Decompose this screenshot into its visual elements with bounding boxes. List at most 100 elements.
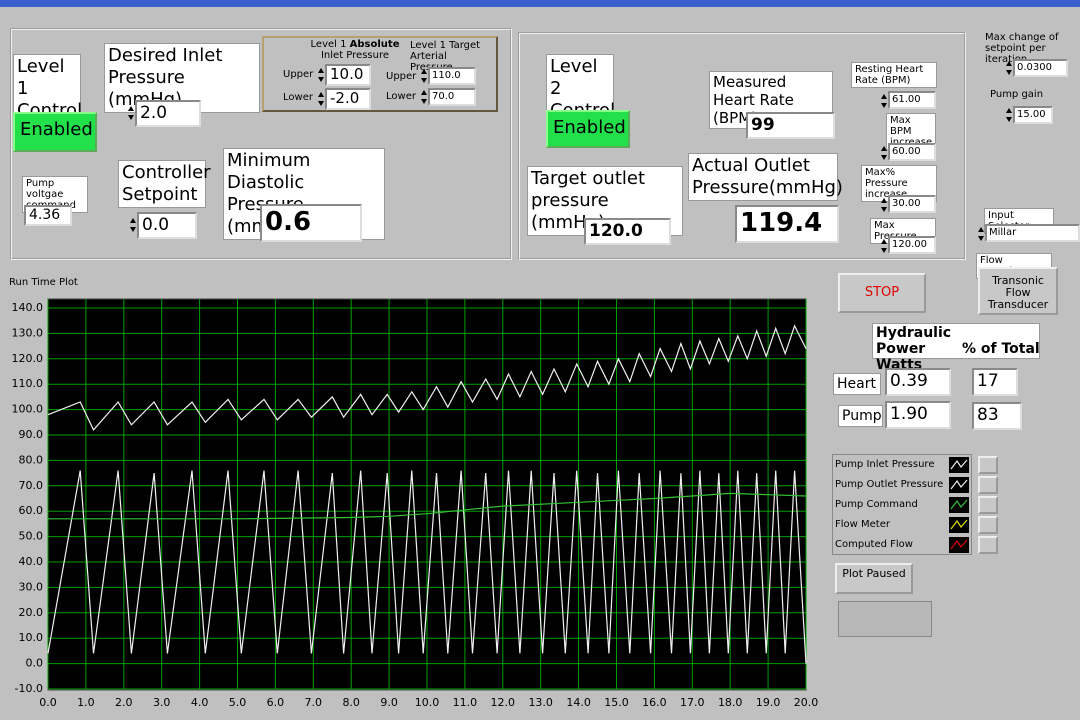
- x-tick-label: 20.0: [794, 696, 819, 709]
- x-tick-label: 14.0: [566, 696, 591, 709]
- y-tick-label: 140.0: [12, 301, 44, 314]
- input-selector-value[interactable]: Millar: [985, 224, 1080, 242]
- x-tick-label: 4.0: [191, 696, 209, 709]
- target-upper-label: Upper: [386, 71, 417, 82]
- legend-entry: Pump Outlet Pressure: [835, 475, 971, 495]
- y-tick-label: 50.0: [19, 530, 44, 543]
- legend-swatch: [949, 497, 969, 513]
- spin: [318, 66, 324, 84]
- pump-watts: 1.90: [885, 401, 951, 429]
- spin: [421, 88, 427, 106]
- series-line: [47, 324, 807, 431]
- desired-inlet-value[interactable]: 2.0: [135, 100, 201, 127]
- legend-entry: Flow Meter: [835, 515, 971, 535]
- max-pct-value[interactable]: 30.00: [888, 195, 936, 213]
- target-lower[interactable]: 70.0: [428, 88, 476, 106]
- y-tick-label: 120.0: [12, 352, 44, 365]
- spin: [318, 90, 324, 108]
- x-tick-label: 13.0: [528, 696, 553, 709]
- absolute-upper[interactable]: 10.0: [325, 64, 371, 86]
- spin: [1006, 59, 1012, 77]
- x-tick-label: 6.0: [267, 696, 285, 709]
- plot-toggle[interactable]: [978, 476, 998, 494]
- legend-swatch: [949, 537, 969, 553]
- resting-hr-value[interactable]: 61.00: [888, 91, 936, 109]
- plot-button[interactable]: Plot Paused: [835, 563, 913, 594]
- x-tick-label: 7.0: [305, 696, 323, 709]
- max-change-value[interactable]: 0.0300: [1013, 59, 1068, 77]
- min-diastolic-value: 0.6: [260, 204, 362, 242]
- absolute-title-b: Absolute: [349, 39, 400, 50]
- y-tick-label: 0.0: [26, 657, 44, 670]
- y-tick-label: 90.0: [19, 428, 44, 441]
- absolute-title-c: Inlet Pressure: [320, 50, 390, 61]
- series-line: [47, 470, 807, 664]
- legend-entry: Pump Command: [835, 495, 971, 515]
- heart-watts: 0.39: [885, 368, 951, 396]
- pump-gain-value[interactable]: 15.00: [1013, 106, 1053, 124]
- panel: [518, 32, 966, 260]
- spin: [421, 67, 427, 85]
- legend-swatch: [949, 477, 969, 493]
- max-bpm-value[interactable]: 60.00: [888, 143, 936, 161]
- setpoint-label: Controller Setpoint: [118, 160, 211, 208]
- x-tick-label: 10.0: [415, 696, 440, 709]
- series-line: [48, 492, 807, 520]
- div: [262, 36, 498, 112]
- x-tick-label: 8.0: [342, 696, 360, 709]
- stop[interactable]: STOP: [838, 273, 926, 313]
- absolute-lower[interactable]: -2.0: [325, 88, 371, 110]
- absolute-upper-label: Upper: [283, 69, 314, 80]
- plot-toggle[interactable]: [978, 496, 998, 514]
- panel: [10, 28, 512, 260]
- y-tick-label: 40.0: [19, 555, 44, 568]
- heart-label: Heart: [833, 373, 881, 395]
- plot-toggle[interactable]: [978, 516, 998, 534]
- target-lower-label: Lower: [386, 91, 416, 102]
- target-outlet-value: 120.0: [584, 218, 671, 245]
- pump-gain-label: Pump gain: [990, 89, 1044, 100]
- plot-toggle[interactable]: [978, 456, 998, 474]
- spin: [130, 216, 136, 234]
- max-pressure-value[interactable]: 120.00: [888, 236, 936, 254]
- y-tick-label: 130.0: [12, 326, 44, 339]
- setpoint-value[interactable]: 0.0: [137, 212, 197, 239]
- legend-entry: Pump Inlet Pressure: [835, 455, 971, 475]
- pct-title: % of Total: [962, 341, 1040, 357]
- enabled[interactable]: Enabled: [13, 112, 97, 152]
- x-tick-label: 11.0: [453, 696, 478, 709]
- x-tick-label: 16.0: [642, 696, 667, 709]
- max-change-label: Max change of setpoint per iteration: [985, 32, 1059, 65]
- legend-swatch: [949, 517, 969, 533]
- power-title: Hydraulic Power Watts: [872, 323, 1040, 373]
- y-tick-label: 70.0: [19, 479, 44, 492]
- y-tick-label: 30.0: [19, 580, 44, 593]
- x-tick-label: 9.0: [380, 696, 398, 709]
- x-tick-label: 19.0: [756, 696, 781, 709]
- legend-swatch: [949, 457, 969, 473]
- small: Level 1 Absolute Inlet Pressure: [295, 39, 415, 61]
- spin: [128, 104, 134, 122]
- actual-outlet-label: Actual Outlet Pressure(mmHg): [688, 153, 843, 201]
- legend-line: [950, 479, 968, 490]
- x-tick-label: 2.0: [115, 696, 133, 709]
- legend-line: [950, 539, 968, 550]
- flow-transducer-button[interactable]: Transonic Flow Transducer: [978, 267, 1058, 315]
- enabled[interactable]: Enabled: [546, 110, 630, 148]
- legend-label: Computed Flow: [835, 539, 913, 550]
- chart-title: Run Time Plot: [9, 277, 78, 288]
- legend-line: [950, 519, 968, 530]
- y-tick-label: 80.0: [19, 453, 44, 466]
- heart-pct: 17: [972, 368, 1018, 396]
- x-tick-label: 5.0: [229, 696, 247, 709]
- target-upper[interactable]: 110.0: [428, 67, 476, 85]
- x-tick-label: 15.0: [604, 696, 629, 709]
- y-tick-label: 20.0: [19, 606, 44, 619]
- spin: [881, 144, 887, 162]
- pump-voltage-value: 4.36: [24, 205, 72, 226]
- pump-pct: 83: [972, 402, 1022, 430]
- plot-toggle[interactable]: [978, 536, 998, 554]
- div: Pump Inlet Pressure Pump Outlet Pressure P…: [832, 454, 972, 555]
